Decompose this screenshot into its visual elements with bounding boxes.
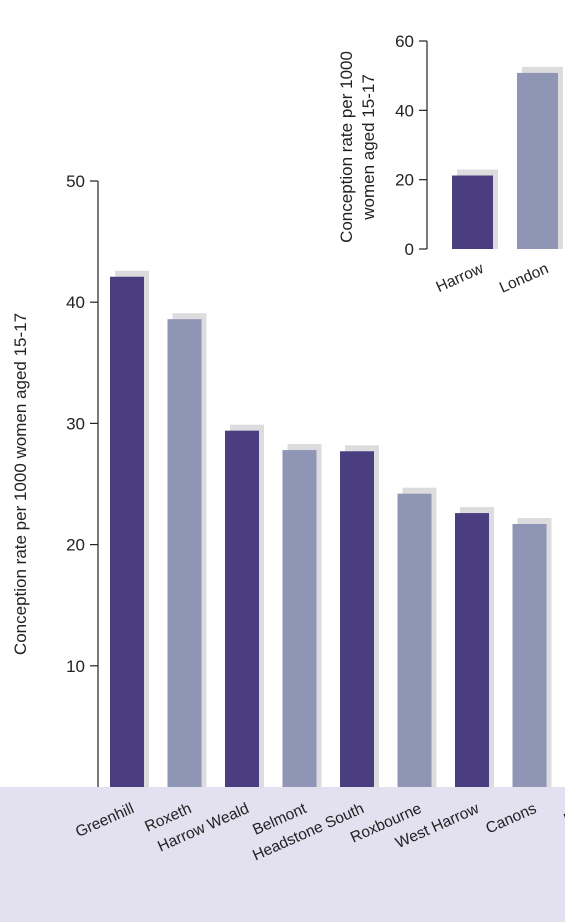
inset-category-label: Harrow [434, 260, 487, 296]
bar-roxbourne [397, 493, 432, 787]
category-label: Pinn [561, 800, 565, 828]
bar-harrow-weald [225, 430, 259, 787]
inset-y-axis-title: Conception rate per 1000 women aged 15-17 [337, 51, 378, 243]
main-y-tick-label: 30 [66, 414, 85, 433]
inset-category-label: London [497, 260, 551, 297]
inset-y-tick-label: 0 [405, 240, 414, 259]
inset-bar-harrow [452, 175, 493, 249]
inset-y-tick-label: 40 [395, 101, 414, 120]
inset-bar-london [517, 72, 558, 249]
main-y-tick-label: 20 [66, 536, 85, 555]
bar-west-harrow [455, 513, 489, 787]
category-band [0, 787, 565, 922]
main-y-axis-title: Conception rate per 1000 women aged 15-1… [11, 313, 30, 655]
bar-roxeth [167, 319, 202, 787]
main-y-tick-label: 40 [66, 293, 85, 312]
bar-headstone-south [340, 451, 374, 787]
bar-belmont [282, 450, 317, 787]
main-y-tick-label: 10 [66, 657, 85, 676]
inset-y-tick-label: 60 [395, 32, 414, 51]
main-y-tick-label: 50 [66, 172, 85, 191]
bar-canons [512, 523, 547, 787]
inset-y-tick-label: 20 [395, 171, 414, 190]
bar-greenhill [110, 276, 144, 787]
